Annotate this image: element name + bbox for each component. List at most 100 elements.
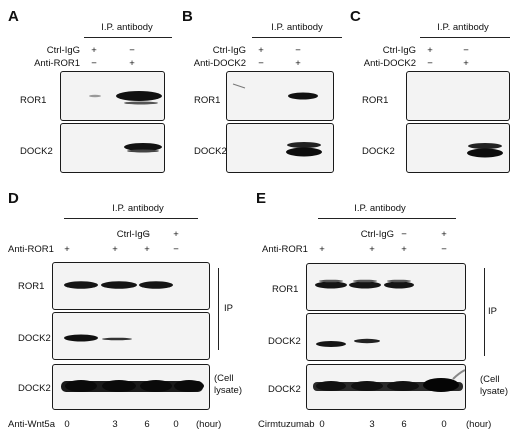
ip-antibody-header: I.P. antibody <box>354 203 406 214</box>
time-value: 0 <box>441 419 447 430</box>
mark: − <box>173 244 179 255</box>
blot-bands <box>232 83 318 100</box>
mark: − <box>427 58 433 69</box>
mark: − <box>401 229 407 240</box>
blot-bands <box>313 369 465 392</box>
time-value: 0 <box>319 419 325 430</box>
mark: + <box>427 45 433 56</box>
header-underline <box>64 218 198 219</box>
ip-bracket <box>484 268 485 356</box>
blot-bands <box>64 334 132 342</box>
row-label-anti-ror1: Anti-ROR1 <box>262 244 308 255</box>
blot-label-dock2: DOCK2 <box>20 146 53 157</box>
row-label-ctrl-igg: Ctrl-IgG <box>46 45 80 56</box>
blot-dock2 <box>406 123 510 173</box>
mark: + <box>64 244 70 255</box>
mark: − <box>441 244 447 255</box>
ip-antibody-header: I.P. antibody <box>101 22 153 33</box>
mark: + <box>319 244 325 255</box>
time-value: 6 <box>144 419 150 430</box>
blot-label-ror1: ROR1 <box>20 95 47 106</box>
time-value: 3 <box>112 419 118 430</box>
mark: − <box>144 229 150 240</box>
mark: + <box>369 244 375 255</box>
row-label-anti-dock2: Anti-DOCK2 <box>193 58 246 69</box>
blot-label-dock2: DOCK2 <box>18 383 51 394</box>
mark: + <box>401 244 407 255</box>
ip-label: IP <box>488 306 497 317</box>
blot-dock2-lysate <box>52 364 210 410</box>
time-value: 0 <box>64 419 70 430</box>
blot-label-ror1: ROR1 <box>272 284 299 295</box>
blot-bands <box>467 143 503 158</box>
blot-dock2 <box>60 123 165 173</box>
mark: + <box>91 45 97 56</box>
panel-letter: C <box>350 8 361 25</box>
blot-ror1 <box>306 263 466 311</box>
blot-label-ror1: ROR1 <box>362 95 389 106</box>
header-underline <box>420 37 510 38</box>
blot-label-ror1: ROR1 <box>194 95 221 106</box>
panel-letter: B <box>182 8 193 25</box>
row-label-ctrl-igg: Ctrl-IgG <box>212 45 246 56</box>
blot-label-dock2: DOCK2 <box>268 336 301 347</box>
mark: − <box>129 45 135 56</box>
ip-antibody-header: I.P. antibody <box>437 22 489 33</box>
blot-ror1 <box>60 71 165 121</box>
panel-letter: E <box>256 190 267 207</box>
header-underline <box>318 218 456 219</box>
header-underline <box>84 37 172 38</box>
blot-dock2 <box>52 312 210 360</box>
treatment-label: Anti-Wnt5a <box>8 419 55 430</box>
blot-label-ror1: ROR1 <box>18 281 45 292</box>
lysate-label-line1: (Cell <box>480 374 500 385</box>
panel-letter: D <box>8 190 19 207</box>
mark: − <box>258 58 264 69</box>
mark: + <box>463 58 469 69</box>
time-unit: (hour) <box>466 419 492 430</box>
mark: + <box>129 58 135 69</box>
row-label-anti-dock2: Anti-DOCK2 <box>363 58 416 69</box>
lysate-label-line2: lysate) <box>480 386 508 397</box>
mark: − <box>91 58 97 69</box>
ip-antibody-header: I.P. antibody <box>271 22 323 33</box>
row-label-ctrl-igg: Ctrl-IgG <box>116 229 150 240</box>
blot-bands <box>64 281 173 289</box>
blot-ror1 <box>52 262 210 310</box>
blot-ror1 <box>226 71 334 121</box>
lysate-label-line2: lysate) <box>214 385 242 396</box>
row-label-ctrl-igg: Ctrl-IgG <box>360 229 394 240</box>
ip-antibody-header: I.P. antibody <box>112 203 164 214</box>
treatment-label: Cirmtuzumab <box>258 419 315 430</box>
mark: + <box>295 58 301 69</box>
blot-dock2-lysate <box>306 364 466 410</box>
blot-bands <box>286 142 322 157</box>
header-underline <box>252 37 342 38</box>
blot-bands <box>124 143 162 153</box>
blot-ror1 <box>406 71 510 121</box>
lysate-label-line1: (Cell <box>214 373 234 384</box>
blot-label-dock2: DOCK2 <box>194 146 227 157</box>
time-value: 0 <box>173 419 179 430</box>
blot-bands <box>316 338 380 347</box>
blot-label-dock2: DOCK2 <box>18 333 51 344</box>
blot-label-dock2: DOCK2 <box>362 146 395 157</box>
mark: + <box>144 244 150 255</box>
blot-label-dock2: DOCK2 <box>268 384 301 395</box>
mark: − <box>295 45 301 56</box>
time-value: 6 <box>401 419 407 430</box>
row-label-anti-ror1: Anti-ROR1 <box>34 58 80 69</box>
time-value: 3 <box>369 419 375 430</box>
time-unit: (hour) <box>196 419 222 430</box>
blot-bands <box>315 279 414 289</box>
mark: − <box>463 45 469 56</box>
blot-bands <box>89 91 162 105</box>
ip-bracket <box>218 268 219 350</box>
panel-letter: A <box>8 8 19 25</box>
blot-dock2 <box>306 313 466 361</box>
row-label-anti-ror1: Anti-ROR1 <box>8 244 54 255</box>
ip-label: IP <box>224 303 233 314</box>
blot-dock2 <box>226 123 334 173</box>
mark: + <box>258 45 264 56</box>
row-label-ctrl-igg: Ctrl-IgG <box>382 45 416 56</box>
